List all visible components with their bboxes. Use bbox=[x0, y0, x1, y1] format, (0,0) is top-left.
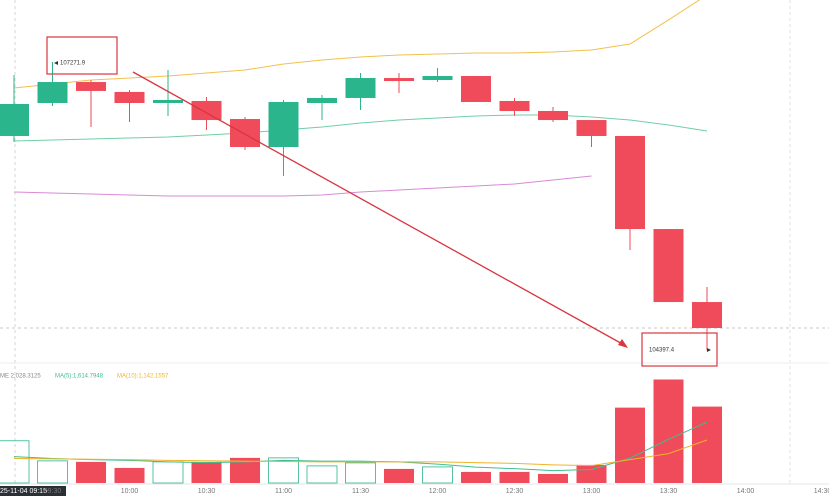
volume-bar bbox=[538, 473, 568, 483]
marks bbox=[0, 61, 722, 484]
volume-ma-line bbox=[13, 439, 708, 467]
overlay-lines bbox=[13, 0, 708, 197]
volume-bar bbox=[76, 461, 106, 483]
price-line bbox=[13, 0, 701, 89]
volume-bar bbox=[345, 462, 376, 484]
x-tick-label: 09:30 bbox=[44, 488, 62, 495]
crosshair-label-bg bbox=[0, 486, 66, 496]
x-tick-label: 14:30 bbox=[814, 488, 829, 495]
x-tick-label: 13:30 bbox=[660, 488, 678, 495]
high-label: 107271.9 bbox=[60, 61, 86, 67]
candle-body bbox=[230, 119, 260, 148]
x-tick-label: 11:00 bbox=[275, 488, 292, 495]
candle-body bbox=[268, 101, 299, 148]
x-tick-label: 12:00 bbox=[429, 488, 447, 495]
low-pointer bbox=[707, 348, 711, 352]
volume-bar bbox=[191, 461, 222, 483]
candle-body bbox=[191, 100, 222, 121]
ma10-label: MA(10):1,142.1557 bbox=[117, 374, 169, 380]
candle-body bbox=[0, 103, 29, 136]
volume-bar bbox=[576, 464, 607, 483]
candle-body bbox=[37, 82, 68, 103]
volume-bar bbox=[268, 457, 299, 484]
candle-body bbox=[461, 76, 491, 102]
volume-bar bbox=[306, 465, 338, 484]
volume-label: ME 2,028.3125 bbox=[0, 374, 41, 380]
candle-body bbox=[499, 100, 530, 112]
high-pointer bbox=[54, 61, 58, 65]
volume-bar bbox=[384, 468, 414, 483]
price-line bbox=[13, 175, 592, 197]
volume-bar bbox=[422, 466, 453, 484]
x-tick-label: 11:30 bbox=[352, 488, 369, 495]
price-line bbox=[13, 114, 708, 142]
volume-bar bbox=[461, 471, 491, 483]
volume-bar bbox=[0, 440, 30, 484]
x-tick-label: 10:30 bbox=[198, 488, 216, 495]
arrow-head bbox=[618, 339, 628, 348]
x-tick-label: 12:30 bbox=[506, 488, 524, 495]
low-box bbox=[641, 332, 718, 367]
x-tick-label: 10:00 bbox=[121, 488, 139, 495]
candle-body bbox=[615, 135, 645, 230]
candle-body bbox=[307, 97, 337, 103]
candle-body bbox=[153, 99, 183, 103]
candle-body bbox=[384, 78, 414, 82]
volume-bar bbox=[37, 460, 68, 484]
crosshair-label: 25-11-04 09:15 bbox=[0, 488, 47, 495]
volume-ma-line bbox=[13, 421, 708, 472]
volume-bar bbox=[499, 471, 530, 483]
annotation-arrow bbox=[132, 71, 627, 347]
candle-body bbox=[422, 76, 453, 81]
x-tick-label: 14:00 bbox=[737, 488, 755, 495]
candle-body bbox=[538, 111, 568, 121]
ma5-label: MA(5):1,614.7948 bbox=[55, 374, 104, 380]
candle-body bbox=[345, 78, 376, 98]
volume-bar bbox=[692, 406, 722, 483]
candle-body bbox=[692, 302, 722, 329]
high-box bbox=[46, 36, 118, 75]
candle-body bbox=[76, 82, 106, 91]
candle-body bbox=[114, 91, 145, 103]
volume-bar bbox=[653, 379, 684, 483]
candle-body bbox=[576, 120, 607, 136]
volume-bar bbox=[114, 467, 145, 483]
volume-bar bbox=[615, 407, 645, 483]
x-tick-label: 13:00 bbox=[583, 488, 601, 495]
low-label: 104397.4 bbox=[649, 348, 675, 354]
candle-body bbox=[653, 229, 684, 303]
